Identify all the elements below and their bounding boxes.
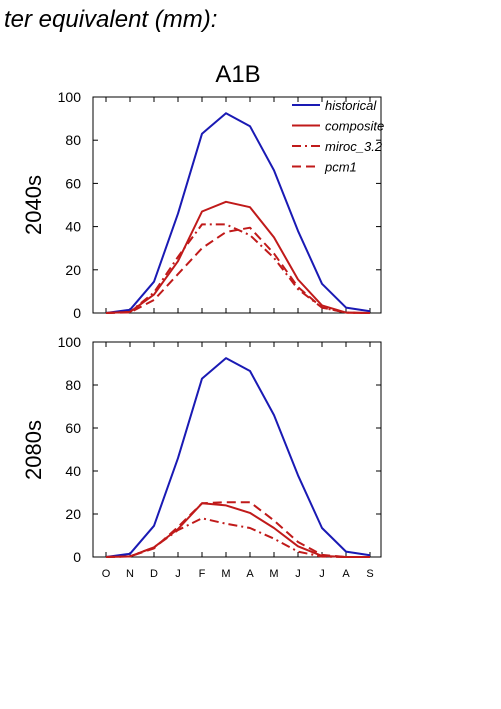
legend: historical composite miroc_3.2 pcm1 [292,98,384,175]
y-tick-label: 100 [58,89,82,105]
y-tick-label: 60 [65,175,81,191]
y-tick-label: 20 [65,506,81,522]
x-tick-label: J [175,568,181,580]
x-tick-label: A [342,568,350,580]
y-tick-label: 80 [65,132,81,148]
legend-label: pcm1 [324,160,357,175]
legend-label: composite [325,119,384,134]
x-tick-label: F [199,568,206,580]
figure-header: ter equivalent (mm): [4,6,217,33]
chart-panel-2040s: 0 20 40 60 80 100 2040s historical composite miro… [21,89,384,321]
series-line-historical [105,112,371,314]
y-tick-label: 60 [65,420,81,436]
series-line-historical [105,357,371,558]
y-tick-label: 80 [65,377,81,393]
x-tick-label: A [246,568,254,580]
x-tick-label: N [126,568,134,580]
x-tick-label: J [319,568,325,580]
y-tick-label: 20 [65,262,81,278]
y-tick-label: 100 [58,334,82,350]
plot-frame [92,341,382,558]
series-line-pcm1 [105,226,371,314]
x-tick-label: M [269,568,278,580]
y-tick-label: 0 [73,549,81,565]
y-tick-label: 0 [73,305,81,321]
x-tick-label: M [221,568,230,580]
plot-frame [92,96,382,314]
legend-label: historical [325,98,377,113]
series-line-miroc-3-2 [105,223,371,314]
x-tick-label: S [366,568,373,580]
chart-panels: 0 20 40 60 80 100 2040s historical composite miro… [21,89,384,580]
scenario-title: A1B [215,61,260,88]
y-tick-label: 40 [65,463,81,479]
series-line-composite [105,200,371,314]
x-tick-label: J [295,568,301,580]
row-label: 2040s [21,175,46,235]
row-label: 2080s [21,420,46,480]
x-tick-label: O [102,568,111,580]
y-tick-label: 40 [65,219,81,235]
legend-label: miroc_3.2 [325,139,383,154]
chart-panel-2080s: 0 20 40 60 80 100 O N D J F M A M J J A S 2080s [21,334,382,580]
series-line-pcm1 [105,501,370,558]
series-line-composite [105,502,370,558]
x-tick-label: D [150,568,158,580]
